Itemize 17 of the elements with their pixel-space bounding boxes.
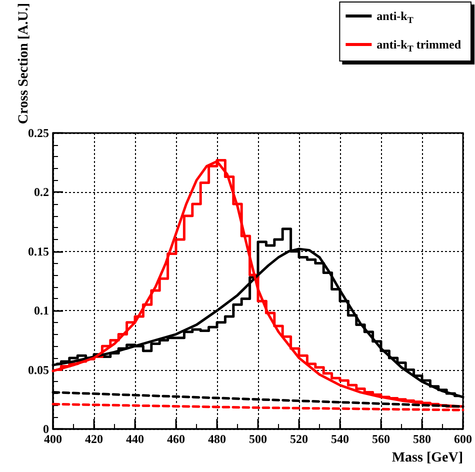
y-axis-title: Cross Section [A.U.] — [16, 3, 32, 124]
x-tick-label: 500 — [249, 432, 267, 446]
x-tick-label: 440 — [126, 432, 144, 446]
y-tick-label: 0.1 — [34, 304, 49, 318]
y-tick-label: 0.05 — [28, 362, 49, 377]
x-tick-label: 540 — [331, 432, 349, 446]
y-tick-label: 0.15 — [28, 244, 49, 258]
x-tick-label: 480 — [208, 432, 226, 446]
x-tick-label: 580 — [413, 432, 431, 446]
x-axis-title: Mass [GeV] — [392, 450, 463, 466]
x-tick-label: 560 — [372, 432, 390, 446]
y-tick-label: 0.25 — [28, 126, 49, 140]
y-tick-label: 0.2 — [34, 185, 49, 200]
x-tick-label: 520 — [290, 432, 308, 446]
x-tick-label: 460 — [167, 432, 185, 446]
x-tick-label: 600 — [454, 432, 472, 446]
x-tick-label: 420 — [85, 432, 103, 446]
